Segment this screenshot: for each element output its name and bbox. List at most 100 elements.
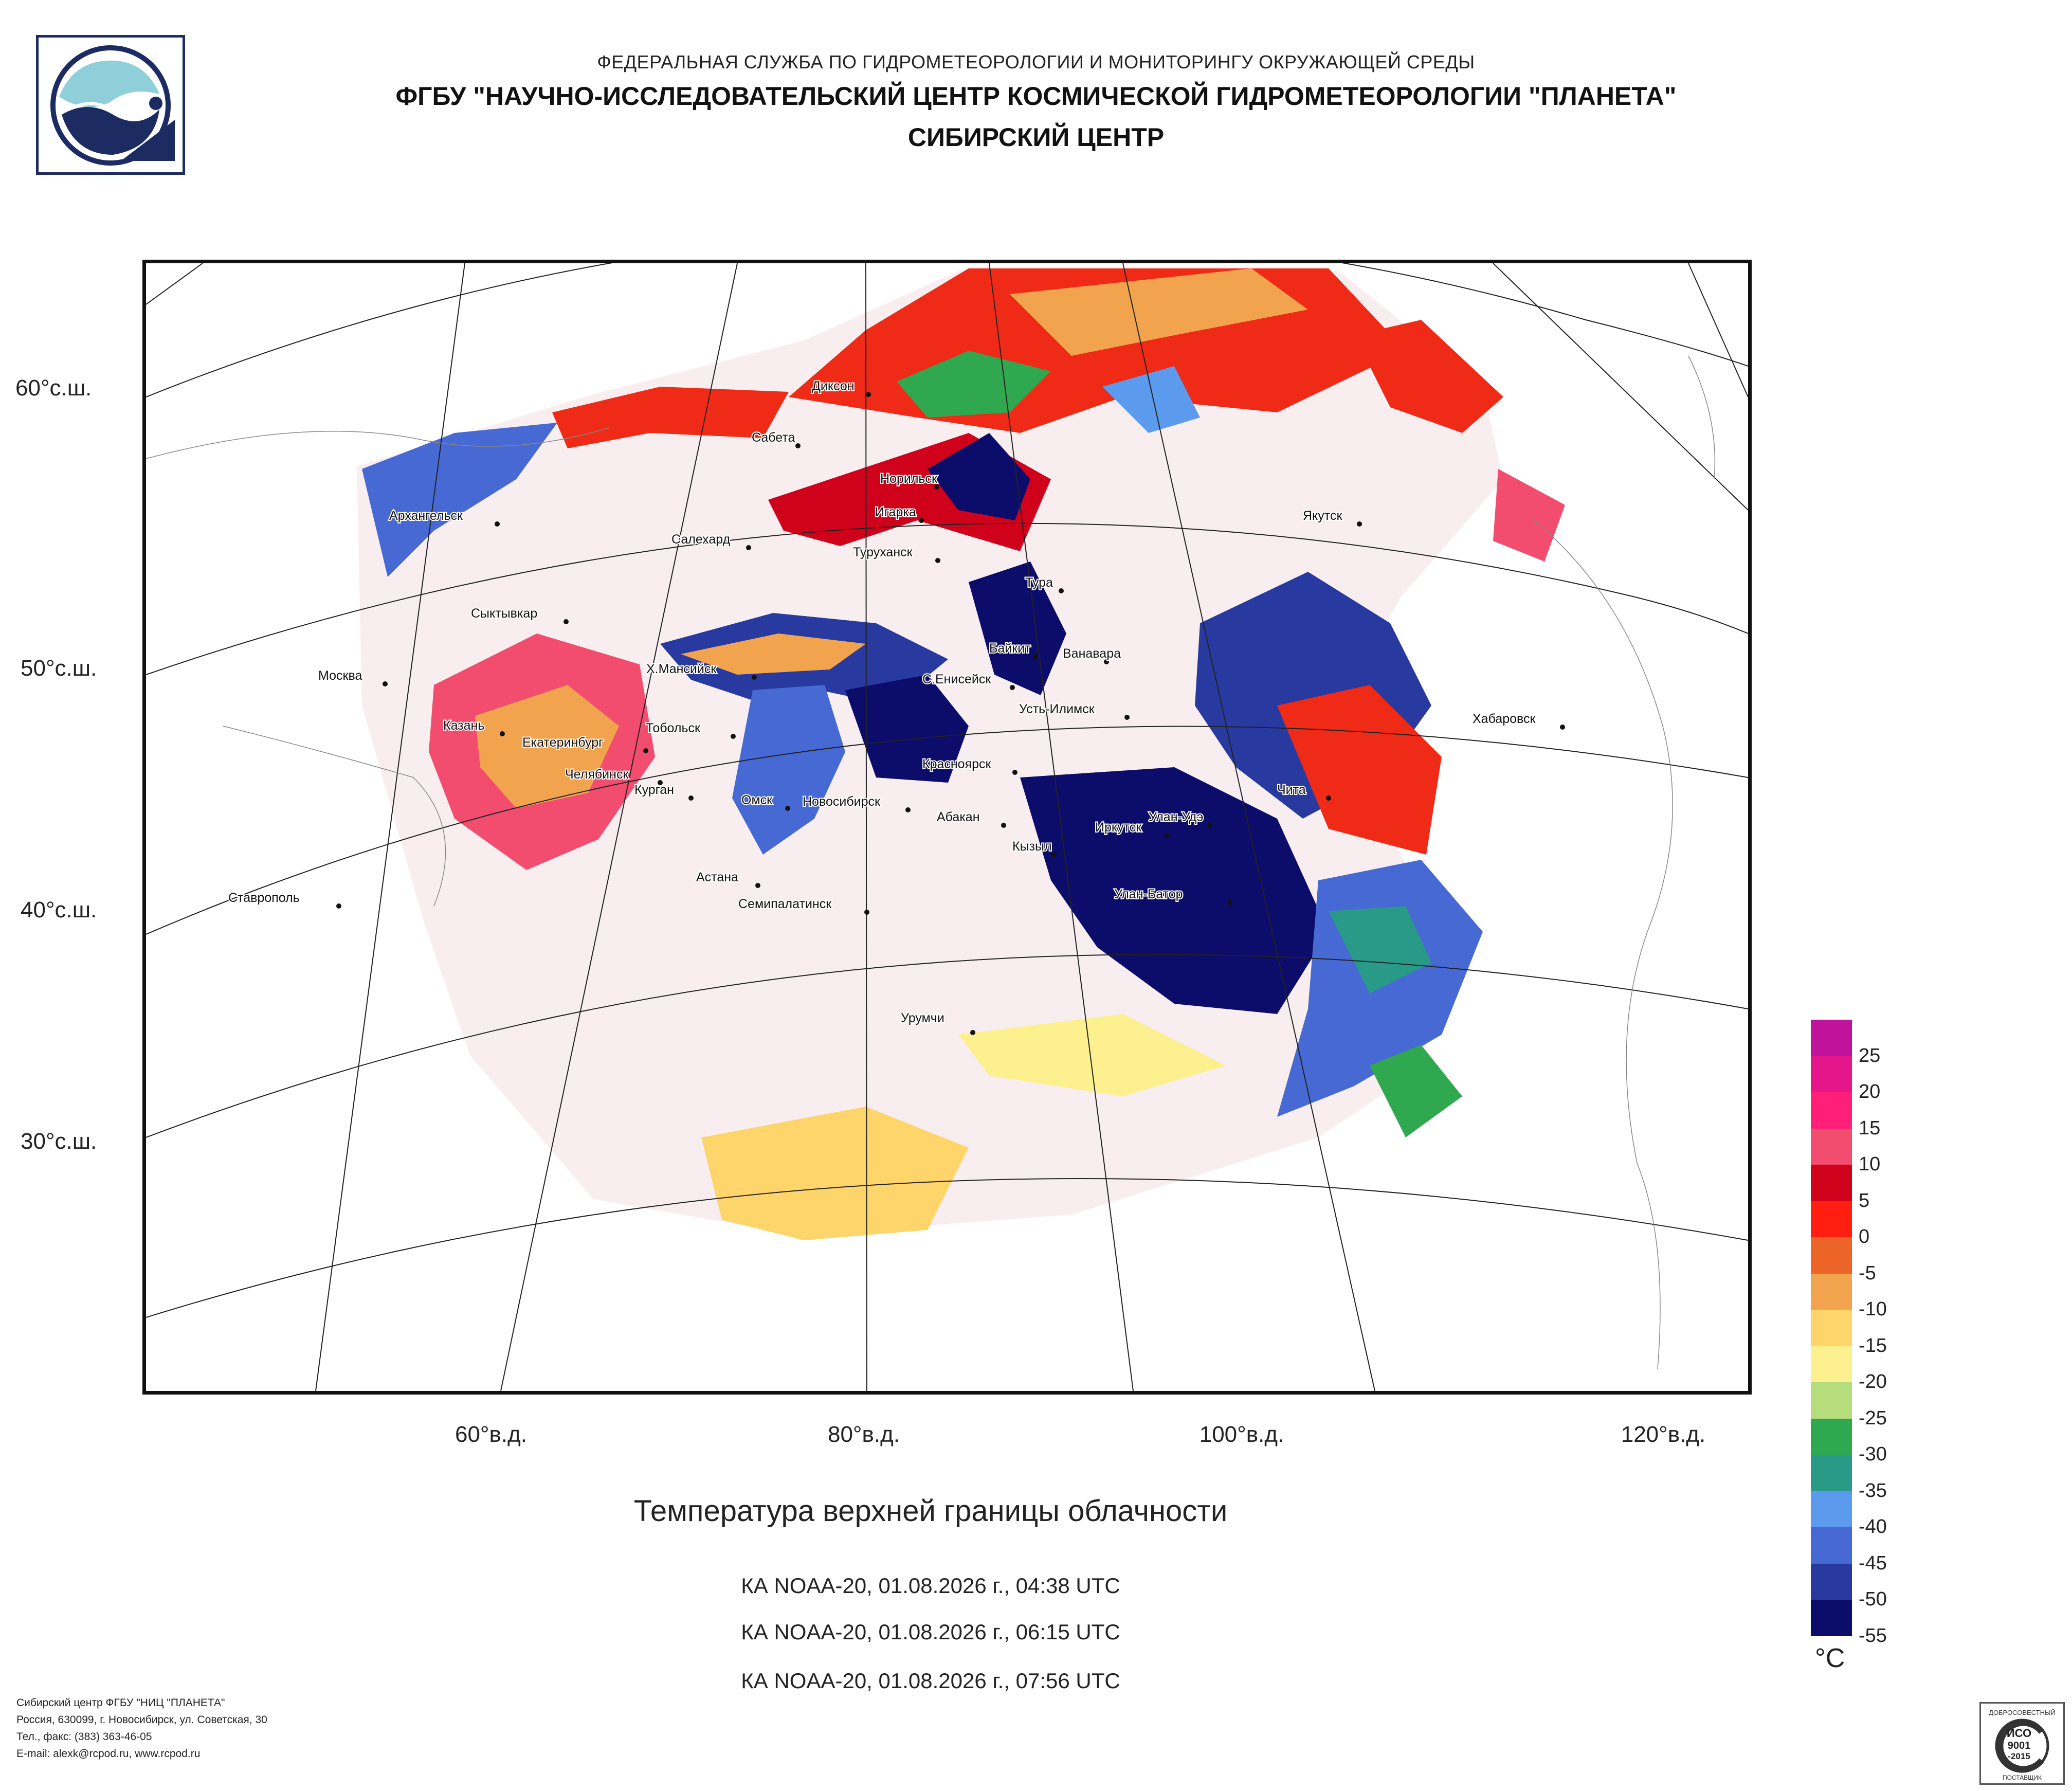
city-dot bbox=[731, 734, 736, 739]
city-label: Челябинск bbox=[565, 767, 629, 782]
legend-swatch bbox=[1811, 1237, 1852, 1274]
lon-label-120: 120°в.д. bbox=[1621, 1422, 1706, 1447]
agency-title: ФЕДЕРАЛЬНАЯ СЛУЖБА ПО ГИДРОМЕТЕОРОЛОГИИ … bbox=[597, 51, 1475, 73]
city-label: Ставрополь bbox=[228, 891, 300, 905]
city-label: Абакан bbox=[937, 810, 980, 824]
satellite-pass: КА NOAA-20, 01.08.2026 г., 07:56 UTC bbox=[741, 1669, 1120, 1693]
footer-email: E-mail: alexk@rcpod.ru, www.rcpod.ru bbox=[16, 1748, 201, 1760]
cert-top-text: ДОБРОСОВЕСТНЫЙ bbox=[1989, 1709, 2056, 1716]
city-label: Семипалатинск bbox=[738, 897, 832, 911]
city-dot bbox=[905, 807, 911, 812]
city-label: Норильск bbox=[880, 472, 938, 486]
city-label: Ванавара bbox=[1063, 646, 1121, 661]
city-label: Улан-Батор bbox=[1114, 887, 1183, 901]
legend-swatch bbox=[1811, 1527, 1852, 1564]
legend-swatch bbox=[1811, 1273, 1852, 1310]
city-dot bbox=[1227, 900, 1232, 905]
city-dot bbox=[688, 795, 694, 801]
city-dot bbox=[1165, 833, 1170, 838]
lat-label-30: 30°с.ш. bbox=[21, 1129, 97, 1154]
city-label: Екатеринбург bbox=[522, 735, 603, 750]
lon-label-100: 100°в.д. bbox=[1199, 1422, 1284, 1447]
city-dot bbox=[1104, 659, 1109, 664]
cert-iso-text: ИСО bbox=[2007, 1727, 2031, 1740]
city-dot bbox=[866, 392, 871, 397]
city-label: Казань bbox=[443, 718, 484, 733]
legend-swatch bbox=[1811, 1310, 1852, 1346]
footer-phone: Тел., факс: (383) 363-46-05 bbox=[16, 1731, 152, 1743]
city-dot bbox=[970, 1030, 975, 1035]
legend-label: 10 bbox=[1859, 1153, 1881, 1175]
city-dot bbox=[746, 545, 751, 550]
footer-org: Сибирский центр ФГБУ "НИЦ "ПЛАНЕТА" bbox=[16, 1697, 225, 1709]
legend-label: -5 bbox=[1859, 1262, 1876, 1284]
city-dot bbox=[564, 619, 569, 624]
iso-certification-badge: ДОБРОСОВЕСТНЫЙ ИСО 9001 -2015 ПОСТАВЩИК bbox=[1979, 1702, 2065, 1785]
legend-label: 5 bbox=[1859, 1189, 1870, 1211]
city-dot bbox=[795, 443, 801, 448]
cert-year-text: -2015 bbox=[2008, 1751, 2030, 1761]
legend-label: -55 bbox=[1859, 1624, 1887, 1647]
city-label: Хабаровск bbox=[1473, 712, 1536, 726]
legend-swatch bbox=[1811, 1382, 1852, 1419]
cert-number-text: 9001 bbox=[2008, 1740, 2031, 1751]
city-label: Чита bbox=[1277, 783, 1306, 797]
planeta-logo bbox=[36, 35, 185, 175]
city-dot bbox=[1059, 588, 1064, 593]
legend-swatch bbox=[1811, 1563, 1852, 1600]
city-dot bbox=[934, 484, 939, 490]
legend-swatch bbox=[1811, 1455, 1852, 1491]
city-label: Кызыл bbox=[1012, 839, 1052, 854]
city-label: Усть-Илимск bbox=[1019, 702, 1095, 716]
lon-label-80: 80°в.д. bbox=[827, 1422, 900, 1447]
legend-label: -50 bbox=[1859, 1588, 1887, 1610]
legend-swatch bbox=[1811, 1020, 1852, 1056]
satellite-pass: КА NOAA-20, 01.08.2026 г., 04:38 UTC bbox=[741, 1573, 1120, 1598]
city-dot bbox=[755, 883, 760, 888]
city-dot bbox=[658, 780, 663, 785]
city-dot bbox=[935, 558, 940, 563]
legend-label: 25 bbox=[1859, 1044, 1881, 1066]
city-dot bbox=[919, 518, 924, 523]
center-title: СИБИРСКИЙ ЦЕНТР bbox=[907, 123, 1165, 152]
lat-label-60: 60°с.ш. bbox=[15, 375, 92, 401]
city-label: Игарка bbox=[875, 505, 916, 519]
city-dot bbox=[1010, 685, 1015, 690]
city-dot bbox=[1001, 823, 1006, 828]
city-dot bbox=[1012, 770, 1017, 775]
cloud-top-temperature-map: Диксон Сабета Норильск Игарка Салехард Туруха… bbox=[142, 260, 1752, 1395]
satellite-pass: КА NOAA-20, 01.08.2026 г., 06:15 UTC bbox=[741, 1620, 1120, 1644]
lat-label-40: 40°с.ш. bbox=[21, 897, 97, 922]
legend-swatch bbox=[1811, 1201, 1852, 1237]
city-dot bbox=[500, 731, 505, 736]
city-label: Туруханск bbox=[853, 545, 913, 559]
city-dot bbox=[1326, 795, 1331, 801]
city-label: Улан-Удэ bbox=[1149, 810, 1203, 824]
legend-label: -15 bbox=[1859, 1334, 1887, 1356]
city-label: Диксон bbox=[812, 379, 855, 393]
city-label: Архангельск bbox=[389, 509, 463, 523]
legend-label: -45 bbox=[1859, 1552, 1887, 1574]
city-dot bbox=[752, 675, 757, 680]
legend-swatch bbox=[1811, 1056, 1852, 1092]
legend-label: -10 bbox=[1859, 1298, 1887, 1320]
legend-label: 15 bbox=[1859, 1117, 1881, 1139]
city-label: Х.Мансийск bbox=[646, 662, 717, 676]
city-dot bbox=[1124, 715, 1130, 720]
legend-swatch bbox=[1811, 1600, 1852, 1636]
city-label: Тобольск bbox=[646, 721, 701, 735]
city-dot bbox=[1033, 654, 1038, 659]
city-dot bbox=[785, 806, 790, 811]
organization-title: ФГБУ "НАУЧНО-ИССЛЕДОВАТЕЛЬСКИЙ ЦЕНТР КОС… bbox=[395, 82, 1677, 111]
legend-label: 20 bbox=[1859, 1081, 1881, 1102]
temperature-legend bbox=[1811, 1020, 1852, 1636]
legend-label: -25 bbox=[1859, 1407, 1887, 1429]
city-label: Тура bbox=[1025, 575, 1053, 590]
city-dot bbox=[336, 903, 341, 909]
legend-label: -20 bbox=[1859, 1371, 1887, 1392]
cloud-field bbox=[357, 268, 1565, 1240]
city-label: Курган bbox=[634, 783, 674, 797]
legend-label: -40 bbox=[1859, 1516, 1887, 1537]
cert-bottom-text: ПОСТАВЩИК bbox=[2003, 1774, 2042, 1781]
legend-swatch bbox=[1811, 1092, 1852, 1129]
